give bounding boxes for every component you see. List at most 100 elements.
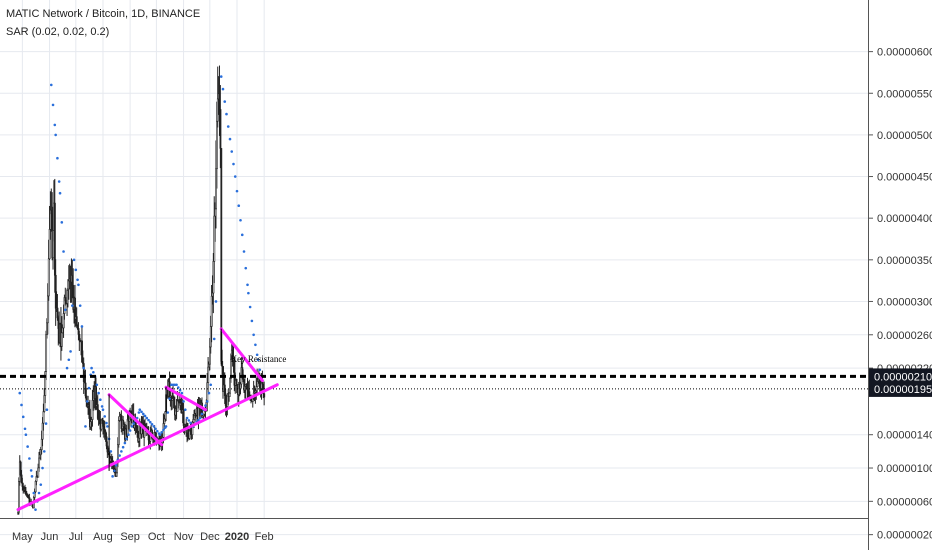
sar-dot [205,400,209,403]
sar-dot [118,454,121,457]
sar-dot [137,411,141,414]
sar-dot [256,358,260,362]
sar-dot [53,123,57,127]
sar-dot [250,319,254,323]
sar-dot [232,162,235,166]
y-tick-label: 0.00000060 [877,496,932,508]
y-tick-label: 0.00000550 [877,88,932,100]
sar-dot [214,300,218,303]
sar-dot [90,366,93,370]
candle-body [38,457,41,469]
trendline-triangle-top[interactable] [164,385,207,412]
sar-dot [109,450,113,453]
sar-dot [209,383,213,387]
sar-dot [78,304,82,307]
sar-dot [168,397,171,400]
sar-dot [148,420,152,424]
sar-dot [252,333,255,337]
sar-dot [242,250,246,253]
sar-dot [230,150,234,153]
sar-dot [74,268,78,272]
y-tick-label: 0.00000260 [877,330,932,342]
sar-dot [72,258,76,262]
sar-dot [44,422,48,425]
sar-dot [177,386,180,389]
candle-body [216,120,218,170]
sar-dot [237,204,241,207]
candle-body [263,393,266,398]
sar-dot [51,103,55,107]
annotation-label: Key Resistance [231,354,287,364]
trendline-ascending-support[interactable] [16,383,279,512]
sar-dot [235,189,239,193]
trendline-triangle-top[interactable] [219,327,264,383]
sar-dot [228,137,232,141]
sar-dot [145,416,149,420]
x-tick-label: Jun [41,531,59,543]
sar-dot [160,431,163,434]
sar-dot [26,445,29,448]
sar-dot [57,180,61,183]
candle-body [60,332,63,347]
sar-dot [23,427,27,431]
y-tick-label: 0.00000450 [877,172,932,184]
sar-dot [97,391,100,395]
sar-dot [219,75,223,78]
sar-dot [246,283,249,287]
sar-dot [85,400,89,403]
sar-dot [20,403,23,407]
sar-dot [254,343,257,347]
sar-dot [125,437,128,441]
sar-dot [164,425,168,428]
sar-dot [80,325,84,328]
sar-dot [132,422,135,425]
sar-dot [64,308,67,312]
x-tick-label: Jul [69,531,83,543]
sar-dot [120,450,123,453]
sar-dot [180,391,184,395]
sar-dot [147,418,150,422]
sar-dot [101,408,105,412]
sar-dot [178,388,182,392]
sar-dot [84,425,87,428]
chart-title: MATIC Network / Bitcoin, 1D, BINANCE [6,8,201,20]
y-tick-label: 0.00000400 [877,213,932,225]
sar-dot [244,266,248,270]
candles [17,65,266,515]
sar-dot [155,429,159,433]
y-tick-label: 0.00000300 [877,296,932,308]
sar-dot [221,87,225,91]
sar-dot [239,218,242,222]
trendline-triangle-top[interactable] [107,393,164,447]
sar-dot [130,425,134,428]
y-tick-label: 0.00000020 [877,530,932,542]
sar-dot [60,221,64,224]
sar-dot [189,421,192,425]
sar-dot [99,398,102,402]
sar-dot [240,233,244,237]
sar-dot [28,457,31,460]
sar-dot [41,466,44,470]
indicator-label: SAR (0.02, 0.02, 0.2) [6,26,110,38]
sar-dot [37,491,41,495]
sar-dot [138,408,142,412]
sar-dot [204,404,207,407]
sar-dot [56,156,59,160]
sar-dot [39,483,43,486]
candle-body [118,415,121,421]
sar-dot [184,408,187,412]
sar-dot [128,429,132,432]
sar-dot [21,415,25,419]
sar-dot [233,175,237,178]
sar-dot [198,416,202,420]
sar-dot [143,414,147,418]
candle-body [42,411,45,424]
sar-dot [200,412,204,416]
sar-dot [212,337,216,341]
price-axis [869,0,932,550]
sar-dot [65,366,69,370]
sar-dot [82,366,85,370]
sar-dot [255,353,259,357]
